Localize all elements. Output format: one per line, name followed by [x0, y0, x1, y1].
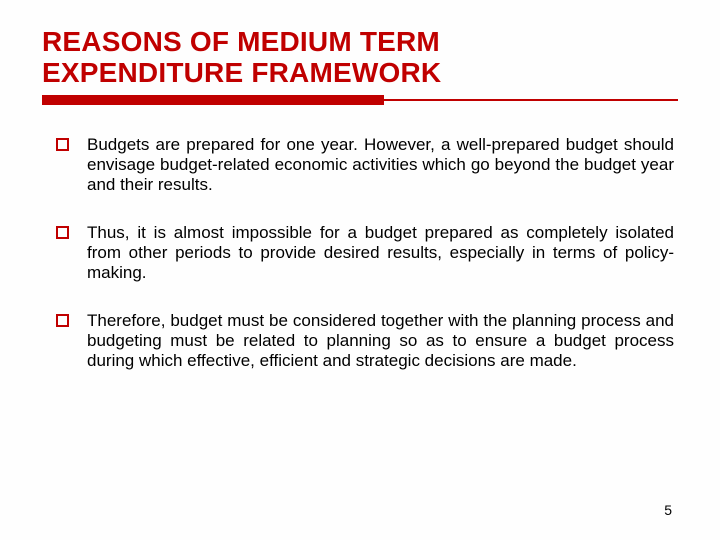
slide-title: REASONS OF MEDIUM TERM EXPENDITURE FRAME… [42, 26, 678, 89]
list-item: Budgets are prepared for one year. Howev… [56, 135, 674, 195]
title-underline [42, 95, 678, 109]
bullet-list: Budgets are prepared for one year. Howev… [42, 135, 678, 371]
page-number: 5 [664, 502, 672, 518]
square-bullet-icon [56, 314, 69, 327]
slide: REASONS OF MEDIUM TERM EXPENDITURE FRAME… [0, 0, 720, 540]
square-bullet-icon [56, 226, 69, 239]
title-line-1: REASONS OF MEDIUM TERM [42, 26, 440, 57]
title-underline-thin [42, 99, 678, 101]
bullet-text: Budgets are prepared for one year. Howev… [87, 135, 674, 195]
square-bullet-icon [56, 138, 69, 151]
bullet-text: Therefore, budget must be considered tog… [87, 311, 674, 371]
list-item: Thus, it is almost impossible for a budg… [56, 223, 674, 283]
title-line-2: EXPENDITURE FRAMEWORK [42, 57, 441, 88]
list-item: Therefore, budget must be considered tog… [56, 311, 674, 371]
bullet-text: Thus, it is almost impossible for a budg… [87, 223, 674, 283]
